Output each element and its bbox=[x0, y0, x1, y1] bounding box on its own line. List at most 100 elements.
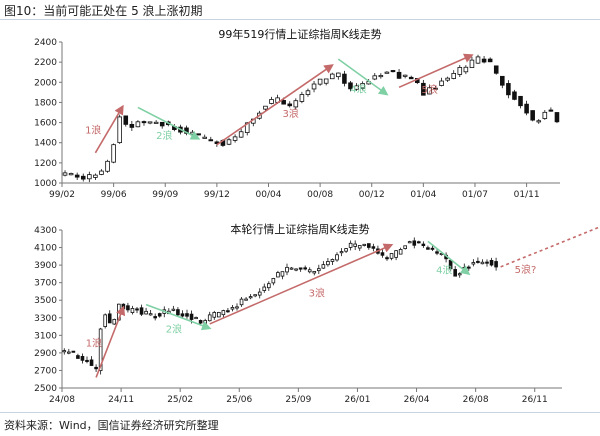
candle bbox=[475, 54, 481, 64]
candle bbox=[396, 68, 402, 79]
x-tick-label: 00/08 bbox=[307, 190, 333, 200]
candle bbox=[412, 237, 417, 249]
x-tick-label: 26/01 bbox=[344, 395, 370, 405]
x-tick-label: 01/11 bbox=[514, 190, 540, 200]
source-divider bbox=[0, 412, 600, 413]
y-tick-label: 1800 bbox=[34, 98, 57, 108]
candle bbox=[317, 78, 323, 86]
candle bbox=[196, 133, 201, 136]
candle bbox=[530, 110, 535, 122]
candle bbox=[289, 266, 294, 270]
x-tick-label: 26/08 bbox=[463, 395, 489, 405]
chart-top-title: 99年519行情上证综指周K线走势 bbox=[218, 27, 381, 41]
x-tick-label: 00/04 bbox=[256, 190, 282, 200]
candle bbox=[471, 259, 476, 267]
wave-arrow bbox=[337, 58, 389, 96]
candle bbox=[293, 98, 299, 110]
candle bbox=[317, 264, 321, 275]
y-tick-label: 1000 bbox=[34, 179, 57, 189]
x-tick-label: 01/04 bbox=[410, 190, 436, 200]
candle bbox=[321, 261, 326, 269]
y-tick-label: 2900 bbox=[34, 349, 57, 359]
chart-bottom: 本轮行情上证综指周K线走势 2500 2700 2900 3100 3300 3500 37… bbox=[34, 222, 600, 405]
wave-label: 1浪 bbox=[85, 124, 101, 137]
candle bbox=[294, 268, 298, 272]
y-tick-label: 3500 bbox=[34, 296, 57, 306]
candle bbox=[348, 240, 353, 251]
candle bbox=[157, 312, 162, 318]
candle bbox=[93, 173, 98, 181]
x-tick-label: 99/02 bbox=[49, 190, 75, 200]
candle bbox=[212, 310, 217, 320]
candle bbox=[262, 283, 267, 293]
candle bbox=[323, 78, 329, 86]
chart-top: 99年519行情上证综指周K线走势 1000 1200 1400 1600 1800 20… bbox=[34, 27, 560, 200]
candle bbox=[148, 309, 153, 316]
wave-arrow bbox=[145, 303, 212, 331]
candle bbox=[299, 91, 305, 104]
wave-label: 5浪? bbox=[515, 263, 537, 276]
candle bbox=[147, 121, 153, 125]
candle bbox=[494, 257, 498, 271]
wave-label: 3浪 bbox=[283, 107, 299, 120]
candle bbox=[105, 159, 110, 173]
candle bbox=[221, 309, 226, 318]
candle bbox=[107, 310, 112, 324]
candle bbox=[257, 288, 262, 299]
candle bbox=[248, 294, 253, 300]
wave-arrow bbox=[94, 104, 124, 154]
candle bbox=[159, 121, 165, 129]
candle bbox=[445, 76, 450, 82]
candle bbox=[342, 70, 347, 87]
candle bbox=[548, 107, 554, 112]
candle bbox=[235, 303, 239, 311]
x-tick-label: 25/06 bbox=[226, 395, 252, 405]
wave-label: 4浪 bbox=[436, 264, 452, 277]
candle bbox=[62, 348, 67, 355]
candle bbox=[208, 136, 214, 142]
candle bbox=[329, 72, 335, 80]
candle bbox=[285, 263, 289, 276]
wave-label: 3浪 bbox=[309, 286, 325, 299]
y-tick-label: 3900 bbox=[34, 261, 57, 271]
candle bbox=[74, 172, 80, 180]
candle bbox=[353, 240, 357, 251]
candle bbox=[135, 306, 139, 314]
x-tick-label: 25/02 bbox=[167, 395, 193, 405]
candle bbox=[126, 302, 130, 313]
candle bbox=[367, 243, 371, 250]
candle bbox=[144, 307, 148, 315]
candle bbox=[467, 265, 471, 271]
candle bbox=[384, 71, 390, 74]
candle bbox=[463, 65, 469, 75]
candle bbox=[217, 311, 221, 318]
candle bbox=[536, 119, 542, 124]
candle bbox=[500, 75, 505, 89]
candle bbox=[80, 173, 86, 182]
candle bbox=[287, 101, 293, 108]
wave-arrow bbox=[216, 64, 334, 146]
candle bbox=[269, 96, 274, 105]
candle bbox=[280, 271, 285, 280]
candle bbox=[512, 89, 517, 101]
y-tick-label: 1600 bbox=[34, 119, 57, 129]
candle bbox=[238, 128, 244, 138]
candle bbox=[480, 259, 485, 265]
wave-arrow bbox=[95, 305, 126, 378]
candle bbox=[185, 309, 189, 319]
candle bbox=[427, 84, 432, 95]
candle bbox=[390, 70, 396, 73]
source-note: 资料来源：Wind，国信证券经济研究所整理 bbox=[4, 419, 219, 432]
candle bbox=[554, 112, 560, 124]
candle bbox=[117, 114, 122, 144]
candle bbox=[357, 245, 362, 251]
x-tick-label: 01/07 bbox=[462, 190, 488, 200]
candle bbox=[417, 240, 421, 244]
candle bbox=[385, 255, 389, 261]
candle bbox=[469, 56, 475, 69]
wave-arrow bbox=[500, 226, 600, 268]
candle bbox=[276, 270, 280, 278]
wave-label: 1浪 bbox=[86, 336, 102, 349]
candle bbox=[344, 247, 348, 253]
wave-arrow bbox=[209, 243, 394, 325]
